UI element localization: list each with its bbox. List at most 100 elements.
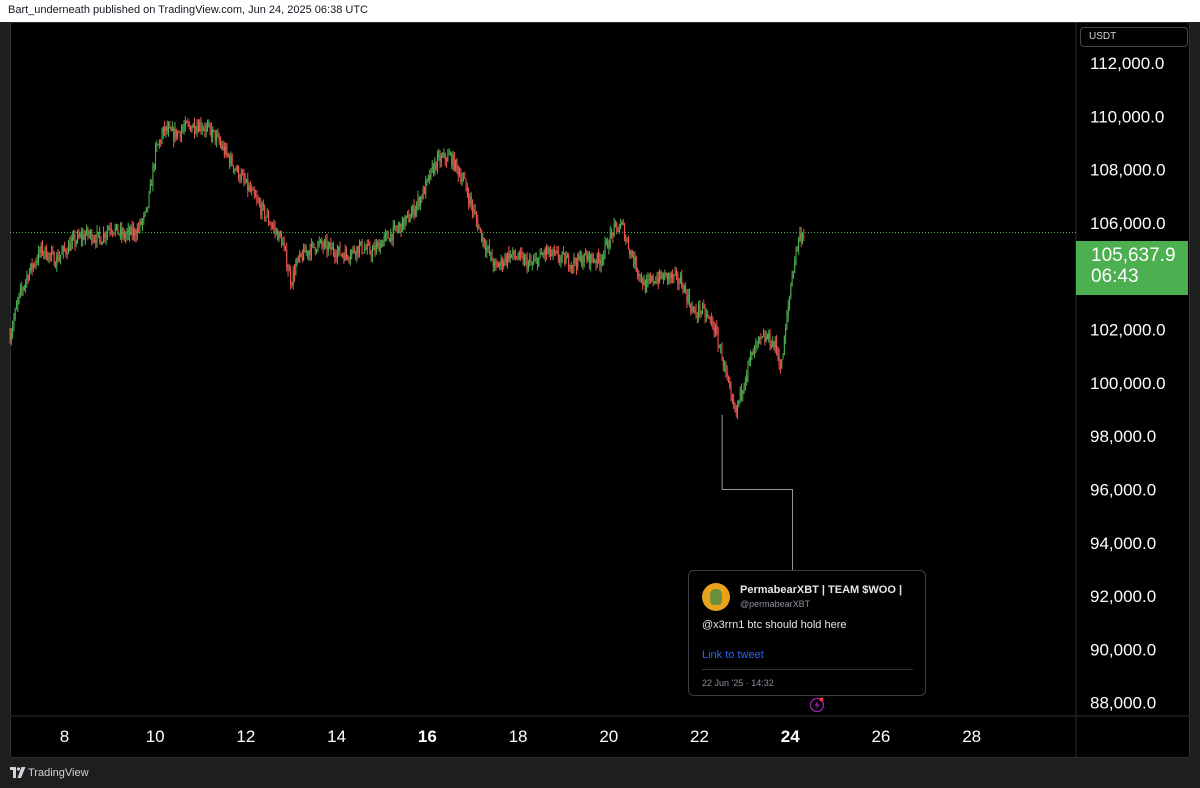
candle-body [82,234,84,240]
candle-body [251,189,253,192]
candle-body [278,231,280,241]
chart-frame [10,22,1190,758]
candle-body [473,210,475,212]
candle-body [192,123,194,128]
candle-body [453,155,455,171]
candle-body [183,127,185,130]
candle-body [676,272,678,274]
candle-body [646,280,648,292]
candle-body [569,267,571,269]
candle-body [499,263,501,268]
candle-body [334,252,336,257]
candle-body [297,258,299,260]
candle-body [660,271,662,278]
candle-body [642,280,644,286]
candle-body [136,228,138,237]
candle-body [257,199,259,202]
candle-body [521,253,523,256]
candle-body [283,242,285,246]
candle-body [781,359,783,369]
candle-body [295,263,297,275]
candle-body [449,153,451,155]
candle-body [321,240,323,245]
candle-body [209,124,211,129]
candle-body [739,388,741,401]
candle-body [750,355,752,360]
candle-body [757,338,759,342]
candle-body [242,174,244,176]
candle-body [546,248,548,254]
candle-body [223,146,225,155]
candle-body [65,249,67,254]
candle-body [464,177,466,179]
candle-body [231,156,233,166]
candle-body [773,341,775,348]
candle-body [127,229,129,233]
candle-body [106,230,108,235]
candle-body [400,223,402,232]
candle-body [755,345,757,347]
candle-body [178,131,180,133]
candle-body [312,243,314,245]
price-tick-label: 98,000.0 [1090,427,1156,446]
candle-body [748,359,750,362]
candle-body [685,286,687,293]
candle-body [740,388,742,396]
candle-body [17,300,19,306]
candle-body [703,305,705,308]
candle-body [243,174,245,180]
candle-body [538,257,540,267]
candle-body [444,153,446,160]
candle-body [722,360,724,366]
candle-body [446,159,448,162]
candle-body [307,250,309,255]
candle-body [475,214,477,221]
candle-body [370,252,372,257]
tweet-link[interactable]: Link to tweet [702,649,764,661]
tweet-card[interactable]: PermabearXBT | TEAM $WOO | @permabearXBT… [688,570,926,696]
candle-body [9,334,11,342]
candle-body [661,275,663,278]
candle-body [264,206,266,219]
candle-body [349,256,351,259]
candle-body [35,261,37,265]
candle-body [513,250,515,257]
candle-body [764,335,766,342]
candle-body [158,140,160,145]
publish-info: Bart_underneath published on TradingView… [8,4,368,16]
candle-body [168,127,170,132]
candle-body [279,231,281,237]
currency-selector[interactable]: USDT [1080,27,1188,47]
candle-body [585,253,587,256]
candle-body [557,252,559,260]
candle-body [669,273,671,278]
candle-body [93,239,95,241]
candle-body [69,243,71,251]
candle-body [284,245,286,250]
candle-body [447,154,449,162]
candle-body [579,255,581,260]
candle-body [132,229,134,235]
candle-body [291,283,293,285]
candle-body [470,197,472,205]
candle-body [364,248,366,253]
candle-body [108,228,110,231]
candle-body [153,165,155,167]
candle-body [787,306,789,316]
lightning-icon[interactable] [809,697,825,713]
candle-body [442,156,444,158]
candle-body [698,304,700,317]
candle-body [414,209,416,216]
candle-body [566,256,568,258]
candle-body [681,276,683,287]
candle-body [41,244,43,254]
candle-body [559,259,561,261]
candle-body [138,228,140,230]
candle-body [512,250,514,255]
candle-body [386,233,388,235]
candle-body [90,231,92,235]
candle-body [555,251,557,253]
candle-body [191,127,193,132]
candle-body [498,264,500,268]
